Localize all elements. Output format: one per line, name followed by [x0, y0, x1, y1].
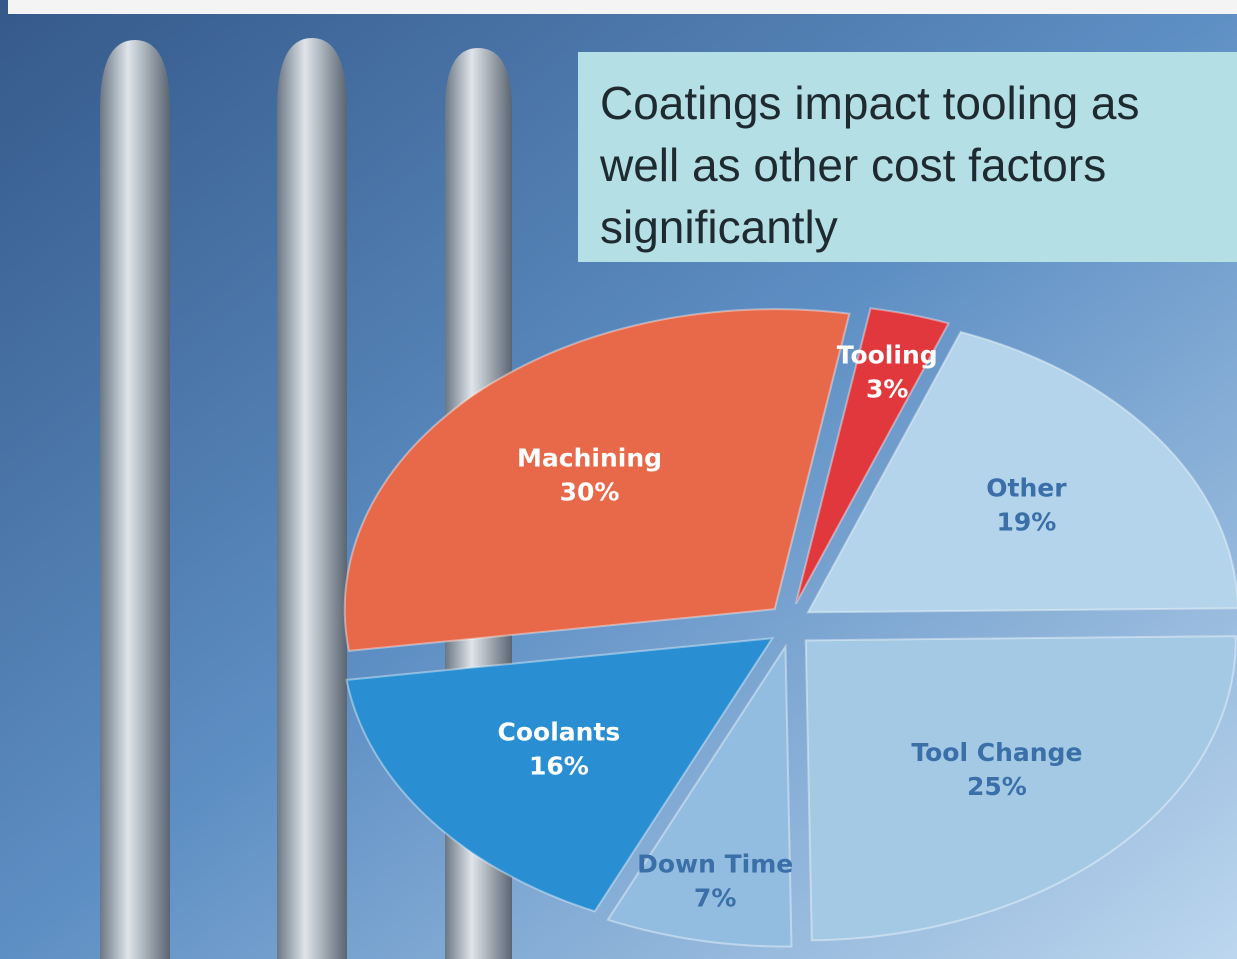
slice-label: Tooling	[837, 340, 938, 369]
slice-label: Other	[986, 474, 1067, 503]
pie: Machining 30% Tooling 3% Other 19% Tool Change…	[343, 307, 1237, 948]
pie-slice	[606, 643, 793, 948]
pie-slice	[794, 307, 951, 605]
slice-value-label: 30%	[560, 477, 620, 506]
slice-value-label: 19%	[996, 508, 1056, 537]
pie-slice	[345, 636, 775, 913]
slice-value-label: 16%	[529, 752, 589, 781]
chart-title: Coatings impact tooling as well as other…	[578, 52, 1237, 262]
pie-slice	[806, 330, 1237, 614]
scan-edge	[8, 0, 1237, 14]
slice-label: Machining	[517, 443, 662, 472]
pie-slice	[343, 308, 851, 653]
slice-label: Down Time	[637, 849, 793, 878]
slice-label: Coolants	[498, 718, 621, 747]
slice-value-label: 3%	[866, 374, 908, 403]
slice-label: Tool Change	[911, 738, 1082, 767]
slice-value-label: 7%	[694, 883, 736, 912]
pie-slice	[804, 635, 1237, 942]
slice-value-label: 25%	[967, 772, 1027, 801]
